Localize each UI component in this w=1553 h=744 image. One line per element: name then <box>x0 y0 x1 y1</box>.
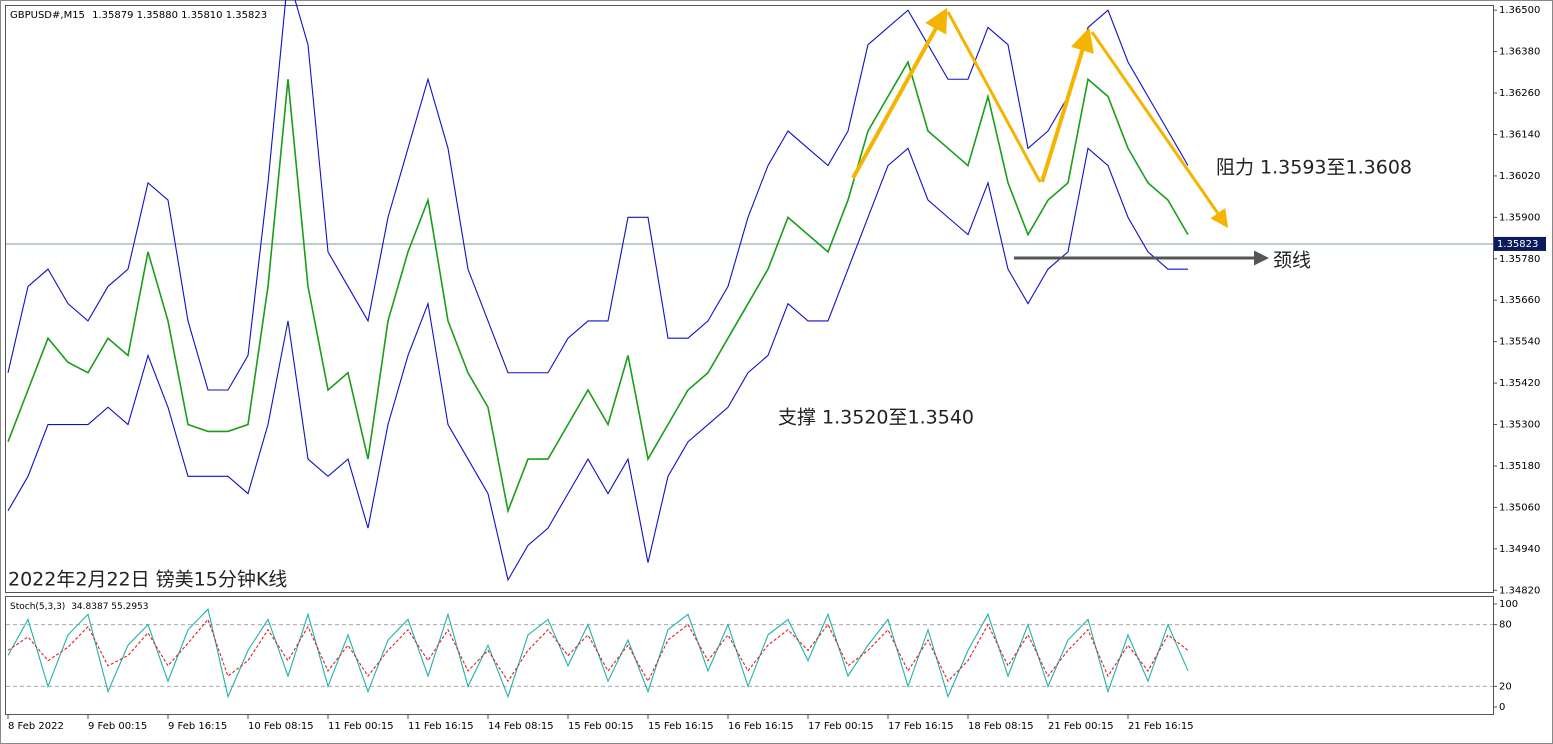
y-tick-label: 1.35300 <box>1499 420 1540 431</box>
y-tick-label: 80 <box>1499 620 1512 631</box>
x-tick-label: 11 Feb 16:15 <box>408 721 474 732</box>
y-tick-label: 1.35900 <box>1499 212 1540 223</box>
y-tick-label: 20 <box>1499 681 1512 692</box>
trend-arrow <box>851 7 948 179</box>
series-line <box>7 59 1189 514</box>
x-tick-label: 17 Feb 00:15 <box>808 721 874 732</box>
x-tick-label: 8 Feb 2022 <box>8 721 64 732</box>
caption: 2022年2月22日 镑美15分钟K线 <box>8 569 287 591</box>
x-tick-label: 21 Feb 16:15 <box>1128 721 1194 732</box>
trend-arrow <box>1090 31 1229 228</box>
y-tick-label: 1.36500 <box>1499 5 1540 16</box>
x-tick-label: 16 Feb 16:15 <box>728 721 794 732</box>
stoch-header: Stoch(5,3,3) 34.8387 55.2953 <box>10 602 149 612</box>
stoch-panel <box>5 596 1494 715</box>
x-tick-label: 11 Feb 00:15 <box>328 721 394 732</box>
y-tick-label: 1.35660 <box>1499 295 1540 306</box>
current-price-label: 1.35823 <box>1497 239 1538 250</box>
y-tick-label: 1.36140 <box>1499 129 1540 140</box>
support-note: 支撑 1.3520至1.3540 <box>778 407 974 429</box>
trend-line <box>946 11 1042 183</box>
series-line <box>7 147 1188 582</box>
y-tick-label: 1.36020 <box>1499 171 1540 182</box>
x-tick-label: 17 Feb 16:15 <box>888 721 954 732</box>
y-tick-label: 1.35060 <box>1499 502 1540 513</box>
symbol: GBPUSD#,M15 1.35879 1.35880 1.35810 1.35… <box>10 10 267 21</box>
price-panel <box>5 5 1494 593</box>
x-tick-label: 10 Feb 08:15 <box>248 721 314 732</box>
y-tick-label: 1.35780 <box>1499 254 1540 265</box>
series-line <box>7 0 1189 391</box>
y-tick-label: 1.34940 <box>1499 544 1540 555</box>
trend-arrow <box>1040 27 1094 183</box>
y-tick-label: 0 <box>1499 702 1505 713</box>
resistance-note: 阻力 1.3593至1.3608 <box>1216 157 1412 179</box>
x-tick-label: 15 Feb 16:15 <box>648 721 714 732</box>
y-tick-label: 1.35180 <box>1499 461 1540 472</box>
current-price-box <box>1494 236 1546 251</box>
y-tick-label: 1.36380 <box>1499 47 1540 58</box>
x-tick-label: 9 Feb 16:15 <box>168 721 227 732</box>
y-tick-label: 1.34820 <box>1499 585 1540 596</box>
y-tick-label: 1.35420 <box>1499 378 1540 389</box>
x-tick-label: 18 Feb 08:15 <box>968 721 1034 732</box>
series-line <box>7 608 1189 699</box>
x-tick-label: 14 Feb 08:15 <box>488 721 554 732</box>
x-tick-label: 15 Feb 00:15 <box>568 721 634 732</box>
y-tick-label: 100 <box>1499 599 1518 610</box>
x-tick-label: 9 Feb 00:15 <box>88 721 147 732</box>
y-tick-label: 1.36260 <box>1499 88 1540 99</box>
x-tick-label: 21 Feb 00:15 <box>1048 721 1114 732</box>
neckline-note: 颈线 <box>1273 250 1311 272</box>
y-tick-label: 1.35540 <box>1499 337 1540 348</box>
